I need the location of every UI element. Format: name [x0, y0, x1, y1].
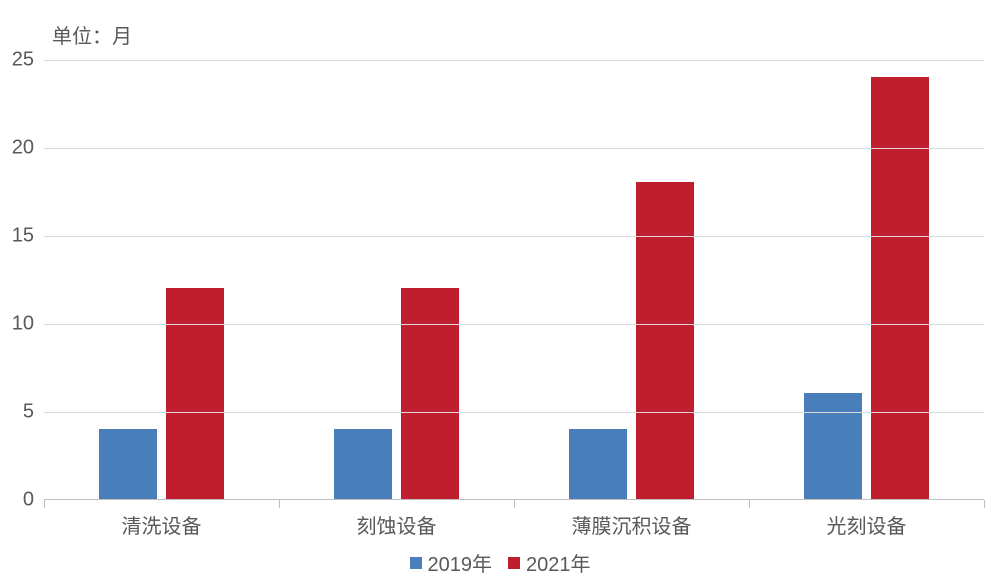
bar — [569, 429, 627, 499]
grid-line — [44, 324, 984, 325]
bar — [871, 77, 929, 499]
y-tick-label: 20 — [12, 137, 34, 160]
x-tick — [749, 500, 750, 508]
chart-container: 单位：月 0510152025 清洗设备刻蚀设备薄膜沉积设备光刻设备 2019年… — [0, 0, 1000, 581]
y-tick-label: 25 — [12, 49, 34, 72]
bars-layer — [44, 60, 984, 499]
grid-line — [44, 60, 984, 61]
bar — [804, 393, 862, 499]
bar — [99, 429, 157, 499]
unit-label: 单位：月 — [52, 20, 132, 49]
legend: 2019年 2021年 — [0, 548, 1000, 577]
x-axis-label: 刻蚀设备 — [357, 510, 437, 539]
legend-label: 2019年 — [428, 548, 493, 577]
grid-line — [44, 148, 984, 149]
bar — [334, 429, 392, 499]
grid-line — [44, 236, 984, 237]
legend-swatch — [508, 557, 520, 569]
x-axis-labels: 清洗设备 刻蚀设备 薄膜沉积设备 光刻设备 — [44, 510, 984, 540]
x-axis-label: 光刻设备 — [827, 510, 907, 539]
x-tick — [279, 500, 280, 508]
bar — [166, 288, 224, 499]
bar — [401, 288, 459, 499]
legend-item: 2021年 — [508, 548, 591, 577]
x-axis-label: 清洗设备 — [122, 510, 202, 539]
x-tick — [514, 500, 515, 508]
plot-area: 0510152025 — [44, 60, 984, 500]
x-axis-label: 薄膜沉积设备 — [572, 510, 692, 539]
bar — [636, 182, 694, 499]
y-tick-label: 5 — [23, 401, 34, 424]
legend-swatch — [410, 557, 422, 569]
y-tick-label: 0 — [23, 489, 34, 512]
legend-item: 2019年 — [410, 548, 493, 577]
x-tick — [984, 500, 985, 508]
grid-line — [44, 412, 984, 413]
legend-label: 2021年 — [526, 548, 591, 577]
y-tick-label: 10 — [12, 313, 34, 336]
y-tick-label: 15 — [12, 225, 34, 248]
x-tick — [44, 500, 45, 508]
